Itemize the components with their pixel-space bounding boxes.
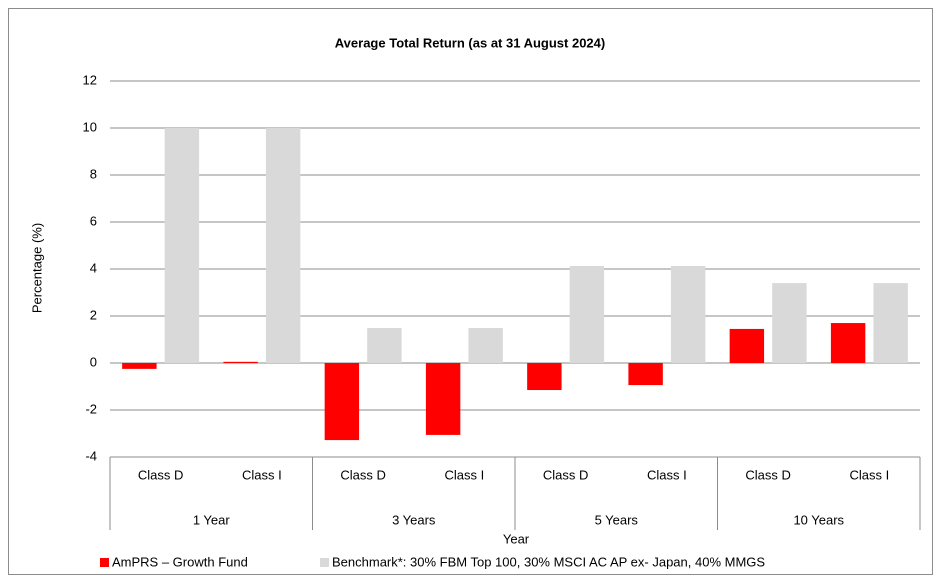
x-tick-label: Class D [340,467,386,482]
y-tick-label: 8 [90,166,97,181]
bar [569,265,605,363]
x-tick-label: Class D [745,467,791,482]
x-tick-label: Class I [850,467,890,482]
bar [628,363,663,386]
y-tick-label: 10 [83,119,97,134]
bar [367,327,402,363]
y-tick-label: 2 [90,307,97,322]
bar [527,363,562,391]
legend-label: Benchmark*: 30% FBM Top 100, 30% MSCI AC… [332,554,765,569]
group-label: 5 Years [595,512,639,527]
legend-label: AmPRS – Growth Fund [112,554,248,569]
bar [223,361,258,363]
y-tick-label: -4 [85,448,97,463]
bar [830,323,866,363]
x-tick-label: Class D [138,467,184,482]
x-tick-label: Class I [647,467,687,482]
y-tick-label: -2 [85,401,97,416]
bar [164,128,200,363]
bar [265,128,301,363]
chart-title: Average Total Return (as at 31 August 20… [335,35,605,50]
bar [729,328,765,363]
group-label: 10 Years [793,512,844,527]
y-tick-label: 4 [90,260,97,275]
y-axis-title: Percentage (%) [29,223,44,313]
x-tick-label: Class I [242,467,282,482]
bar [425,363,461,435]
legend-swatch [100,558,109,567]
bar [873,283,908,363]
x-tick-label: Class D [543,467,589,482]
bar [468,327,503,363]
bar [122,363,157,369]
group-label: 1 Year [193,512,231,527]
y-tick-label: 6 [90,213,97,228]
x-axis-title: Year [503,531,530,546]
y-tick-label: 12 [83,72,97,87]
legend-swatch [320,558,329,567]
bar [772,283,807,363]
bar [670,265,706,363]
bar [324,363,360,441]
x-tick-label: Class I [445,467,485,482]
y-tick-label: 0 [90,354,97,369]
group-label: 3 Years [392,512,436,527]
